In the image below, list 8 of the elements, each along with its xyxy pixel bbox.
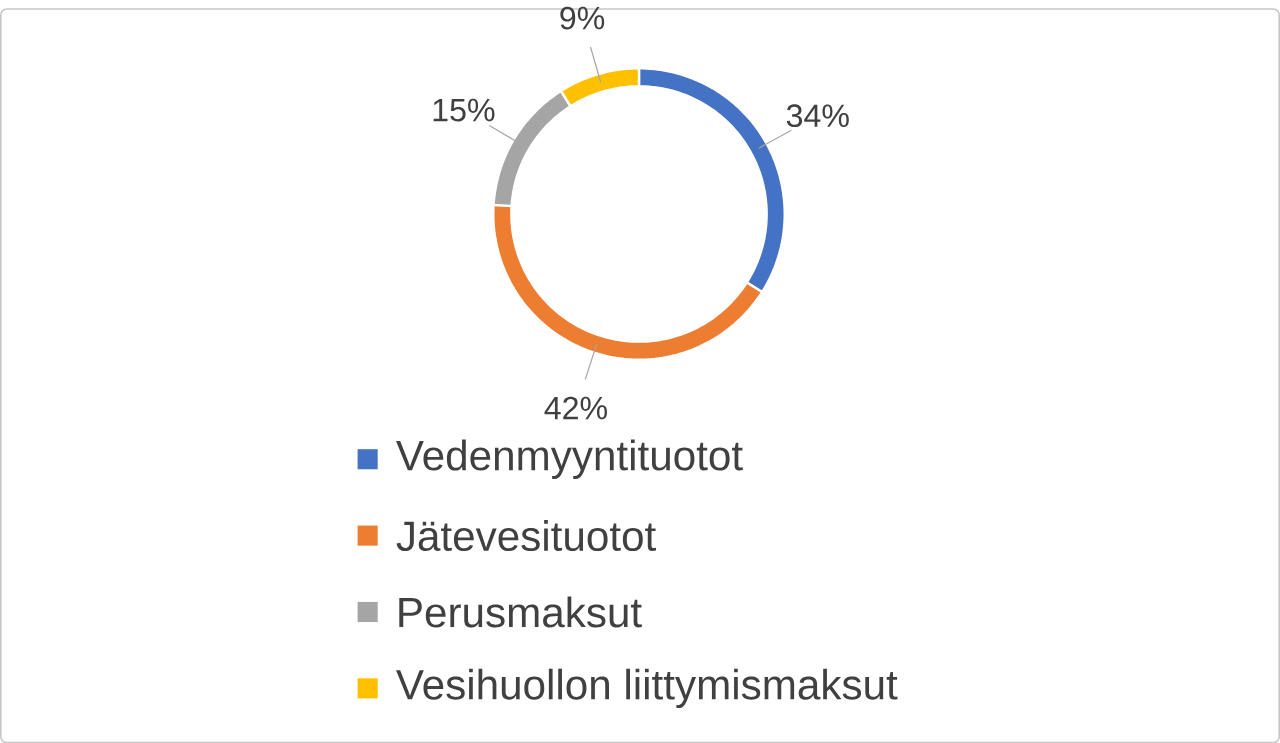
data-label: 42% [544,396,607,420]
data-label: 9% [560,6,605,30]
data-label: 15% [433,98,495,122]
legend-label: Jätevesituotot [396,519,656,551]
legend-label: Perusmaksut [399,596,642,628]
legend-label: Vedenmyyntituotot [396,439,743,479]
data-label: 34% [786,104,849,127]
legend-label: Vesihuollon liittymismaksut [396,668,898,708]
